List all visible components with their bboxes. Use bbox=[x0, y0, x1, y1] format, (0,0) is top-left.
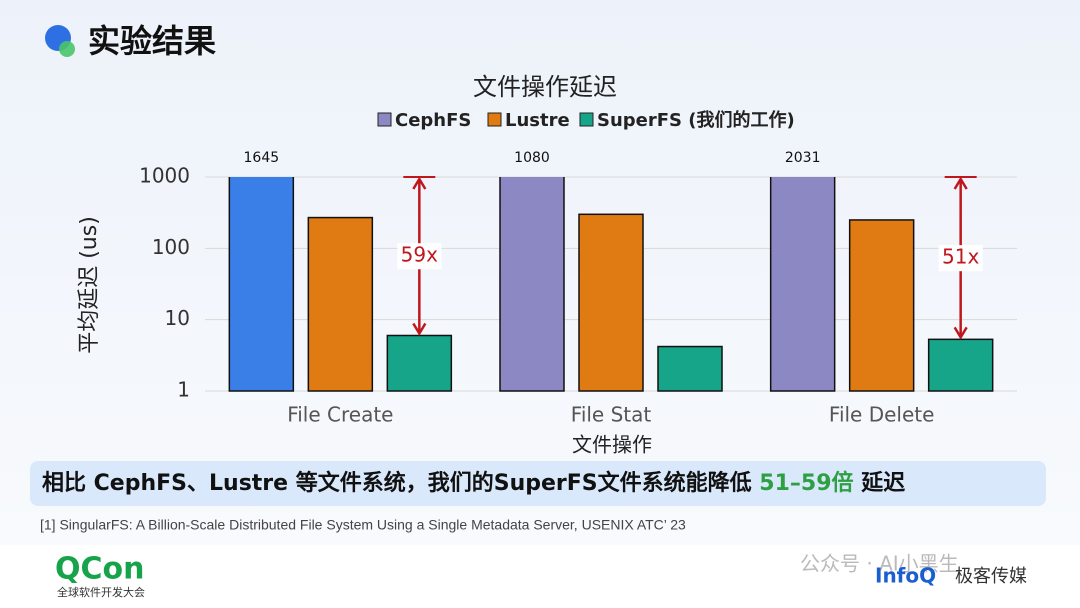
x-axis-label: 文件操作 bbox=[572, 433, 652, 457]
y-tick-label: 1000 bbox=[139, 164, 190, 188]
heading: 实验结果 bbox=[88, 22, 216, 60]
bars bbox=[228, 177, 994, 392]
arrow-head bbox=[953, 326, 968, 340]
brand-sub: 极客传媒 bbox=[955, 566, 1027, 587]
arrow-head bbox=[412, 322, 427, 336]
bar bbox=[228, 177, 295, 392]
legend-swatch bbox=[579, 112, 594, 127]
legend-swatch bbox=[487, 112, 502, 127]
bar bbox=[657, 345, 723, 392]
arrow-head bbox=[953, 176, 968, 190]
legend-label: CephFS bbox=[395, 110, 471, 131]
icon bbox=[59, 41, 75, 57]
banner-box bbox=[30, 461, 1046, 506]
x-tick-label: File Create bbox=[287, 403, 393, 427]
bar bbox=[578, 213, 644, 392]
y-tick-label: 100 bbox=[152, 235, 190, 259]
value-label: 1645 bbox=[244, 150, 280, 166]
brand: InfoQ bbox=[875, 564, 936, 588]
legend-swatch bbox=[377, 112, 392, 127]
annotation: 59x bbox=[401, 243, 438, 267]
footnote: [1] SingularFS: A Billion-Scale Distribu… bbox=[40, 517, 686, 533]
annotation-box bbox=[397, 243, 442, 270]
logo-sub: 全球软件开发大会 bbox=[57, 585, 145, 599]
arrow-head bbox=[412, 176, 427, 190]
chart-title: 文件操作延迟 bbox=[473, 73, 617, 101]
value-label: 1080 bbox=[514, 150, 550, 166]
bar bbox=[769, 177, 836, 392]
bar bbox=[307, 216, 374, 392]
banner-part: 相比 CephFS、Lustre 等文件系统，我们的SuperFS文件系统能降低 bbox=[42, 470, 759, 496]
annotation-box bbox=[938, 245, 983, 272]
y-tick-label: 1 bbox=[177, 378, 190, 402]
logo: QCon bbox=[55, 552, 145, 587]
footer-band bbox=[0, 545, 1080, 608]
legend-label: Lustre bbox=[505, 110, 570, 131]
bar bbox=[386, 334, 453, 392]
banner-part: 延迟 bbox=[854, 471, 906, 496]
x-tick-label: File Stat bbox=[571, 403, 652, 427]
bar bbox=[499, 177, 565, 392]
watermark: 公众号 · AI小黑生 bbox=[800, 552, 959, 576]
banner-text: 相比 CephFS、Lustre 等文件系统，我们的SuperFS文件系统能降低… bbox=[42, 470, 905, 496]
annotation: 51x bbox=[942, 245, 979, 269]
bar bbox=[927, 338, 994, 392]
bar bbox=[848, 219, 915, 392]
y-tick-label: 10 bbox=[165, 306, 190, 330]
y-axis-label: 平均延迟 (us) bbox=[77, 216, 102, 354]
banner-part: 51–59倍 bbox=[759, 470, 853, 496]
value-label: 2031 bbox=[785, 150, 821, 166]
x-tick-label: File Delete bbox=[829, 403, 935, 427]
legend-label: SuperFS (我们的工作) bbox=[597, 109, 795, 131]
